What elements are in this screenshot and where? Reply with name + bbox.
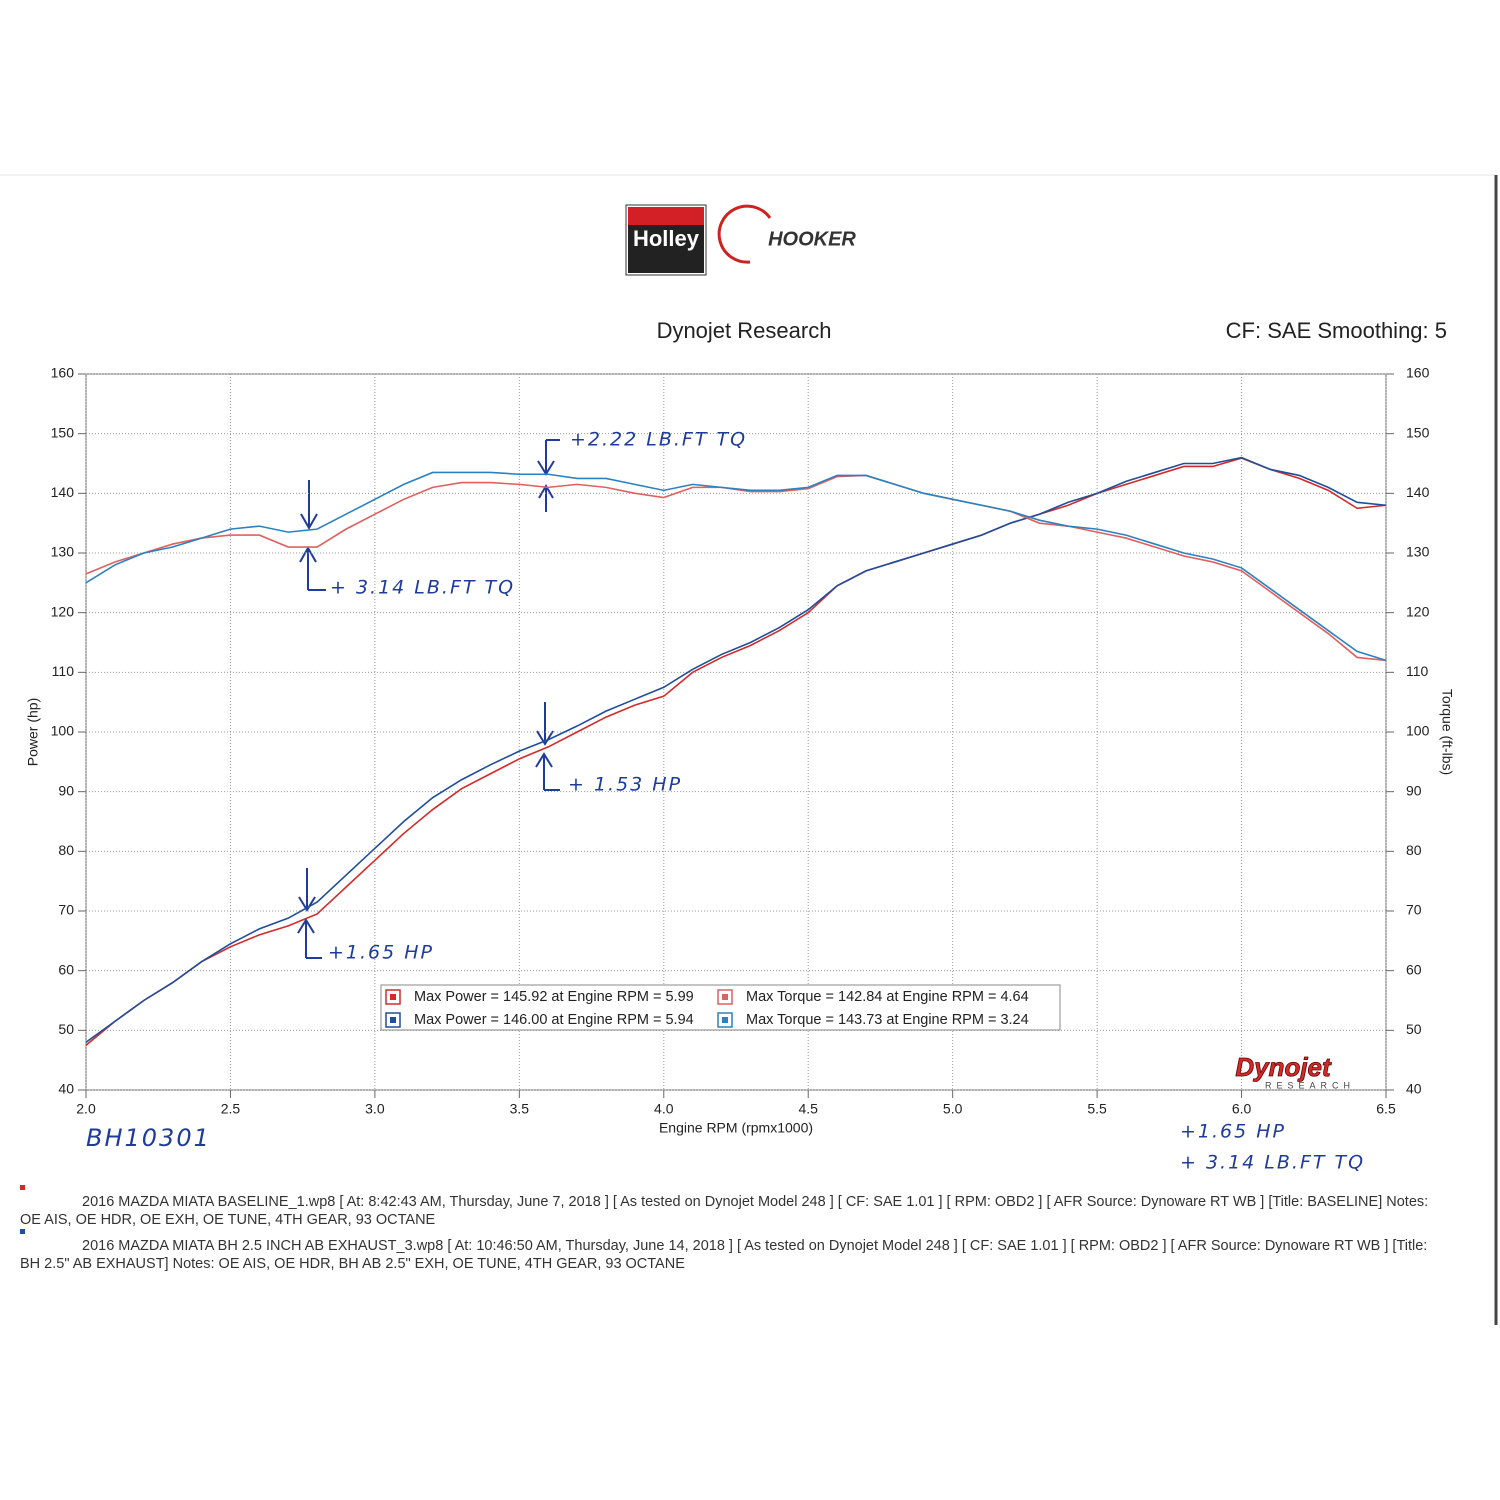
x-tick-label: 2.5 <box>221 1101 241 1117</box>
y2-axis-label: Torque (ft-lbs) <box>1439 689 1455 775</box>
x-tick-label: 3.0 <box>365 1101 385 1117</box>
y2-tick-label: 50 <box>1406 1021 1422 1037</box>
series-line <box>85 457 1387 1046</box>
series-line <box>85 471 1387 662</box>
y-tick-label: 100 <box>51 723 75 739</box>
y2-tick-label: 160 <box>1406 365 1430 381</box>
annotation: +1.65 HP <box>1180 1121 1286 1143</box>
legend-swatch <box>390 994 396 1000</box>
legend-swatch <box>390 1017 396 1023</box>
y2-tick-label: 150 <box>1406 424 1430 440</box>
y-tick-label: 110 <box>52 663 75 679</box>
legend-swatch <box>722 994 728 1000</box>
series-line <box>85 456 1387 1043</box>
y-tick-label: 150 <box>51 424 75 440</box>
y-tick-label: 120 <box>51 603 75 619</box>
holley-logo <box>628 225 704 255</box>
y-tick-label: 130 <box>51 544 75 560</box>
y2-tick-label: 140 <box>1406 484 1430 500</box>
y2-tick-label: 90 <box>1406 782 1422 798</box>
x-tick-label: 5.0 <box>943 1101 963 1117</box>
legend-label: Max Torque = 143.73 at Engine RPM = 3.24 <box>746 1012 1029 1028</box>
y-axis-label: Power (hp) <box>25 698 41 766</box>
y2-tick-label: 120 <box>1406 603 1430 619</box>
x-tick-label: 2.0 <box>76 1101 96 1117</box>
annotation: BH10301 <box>86 1124 211 1152</box>
annotation-arrows <box>297 439 560 959</box>
y-tick-label: 140 <box>51 484 75 500</box>
y2-tick-label: 100 <box>1406 723 1430 739</box>
y2-tick-label: 60 <box>1406 961 1422 977</box>
footer-text: 2016 MAZDA MIATA BH 2.5 INCH AB EXHAUST_… <box>20 1238 1428 1272</box>
x-tick-label: 6.5 <box>1376 1101 1396 1117</box>
holley-logo-text: Holley <box>633 226 700 251</box>
x-axis-label: Engine RPM (rpmx1000) <box>659 1120 813 1136</box>
legend-swatch <box>20 1185 25 1190</box>
series-line <box>85 474 1387 662</box>
legend-label: Max Power = 146.00 at Engine RPM = 5.94 <box>414 1012 694 1028</box>
chart-subtitle: CF: SAE Smoothing: 5 <box>1226 318 1447 343</box>
footer-note: 2016 MAZDA MIATA BH 2.5 INCH AB EXHAUST_… <box>20 1229 1450 1273</box>
y-tick-label: 80 <box>58 842 74 858</box>
x-tick-label: 6.0 <box>1232 1101 1252 1117</box>
annotation: + 1.53 HP <box>568 774 682 796</box>
hooker-logo-text: HOOKER <box>768 228 856 250</box>
footer-text: 2016 MAZDA MIATA BASELINE_1.wp8 [ At: 8:… <box>20 1194 1429 1228</box>
y-tick-label: 50 <box>58 1021 74 1037</box>
y-tick-label: 40 <box>58 1081 74 1097</box>
x-tick-label: 4.0 <box>654 1101 674 1117</box>
y2-tick-label: 110 <box>1406 663 1429 679</box>
legend-label: Max Torque = 142.84 at Engine RPM = 4.64 <box>746 989 1029 1005</box>
annotation: + 3.14 LB.FT TQ <box>330 577 515 599</box>
y2-tick-label: 70 <box>1406 902 1422 918</box>
footer-note: 2016 MAZDA MIATA BASELINE_1.wp8 [ At: 8:… <box>20 1185 1450 1229</box>
dynojet-logo: Dynojet <box>1235 1052 1332 1082</box>
annotation: +2.22 LB.FT TQ <box>570 429 747 451</box>
x-tick-label: 3.5 <box>510 1101 530 1117</box>
x-tick-label: 5.5 <box>1087 1101 1107 1117</box>
holley-logo <box>628 207 704 225</box>
y2-tick-label: 130 <box>1406 544 1430 560</box>
legend-swatch <box>20 1229 25 1234</box>
legend-swatch <box>722 1017 728 1023</box>
y-tick-label: 60 <box>58 961 74 977</box>
legend-label: Max Power = 145.92 at Engine RPM = 5.99 <box>414 989 694 1005</box>
dynojet-logo-sub: RESEARCH <box>1265 1080 1355 1090</box>
y-tick-label: 70 <box>58 902 74 918</box>
y-tick-label: 160 <box>51 365 75 381</box>
chart-title: Dynojet Research <box>657 318 832 343</box>
y2-tick-label: 80 <box>1406 842 1422 858</box>
y-tick-label: 90 <box>58 782 74 798</box>
x-tick-label: 4.5 <box>798 1101 818 1117</box>
holley-logo <box>628 255 704 273</box>
hooker-logo <box>717 204 772 264</box>
annotation: +1.65 HP <box>328 942 434 964</box>
y2-tick-label: 40 <box>1406 1081 1422 1097</box>
annotation: + 3.14 LB.FT TQ <box>1180 1152 1365 1174</box>
